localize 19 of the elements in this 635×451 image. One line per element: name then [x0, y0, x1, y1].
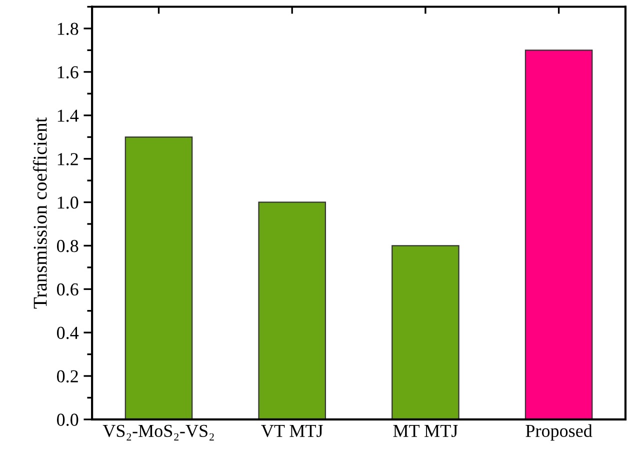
y-tick-label: 0.4 — [57, 326, 79, 340]
y-tick-label: 1.2 — [58, 153, 78, 166]
x-tick-label: MT MTJ — [393, 424, 458, 437]
x-tick-label: Proposed — [526, 424, 592, 441]
y-axis-title: Transmission coefficient — [32, 117, 47, 309]
bar — [524, 50, 593, 420]
y-tick-label: 1.4 — [58, 110, 79, 122]
y-tick-label: 1.6 — [58, 66, 78, 78]
y-tick-label: 1.8 — [58, 22, 78, 36]
x-tick-label: VT MTJ — [261, 424, 323, 438]
bar — [392, 245, 460, 420]
y-tick-label: 0.0 — [57, 414, 78, 426]
x-tick-label: VS₂-MoS₂-VS₂ — [102, 424, 214, 440]
y-tick-label: 0.6 — [57, 283, 78, 296]
bar — [258, 202, 326, 420]
y-tick-label: 0.2 — [57, 370, 78, 383]
y-tick-label: 1.0 — [58, 196, 78, 209]
y-tick-label: 0.8 — [57, 240, 78, 252]
bar — [124, 136, 193, 420]
